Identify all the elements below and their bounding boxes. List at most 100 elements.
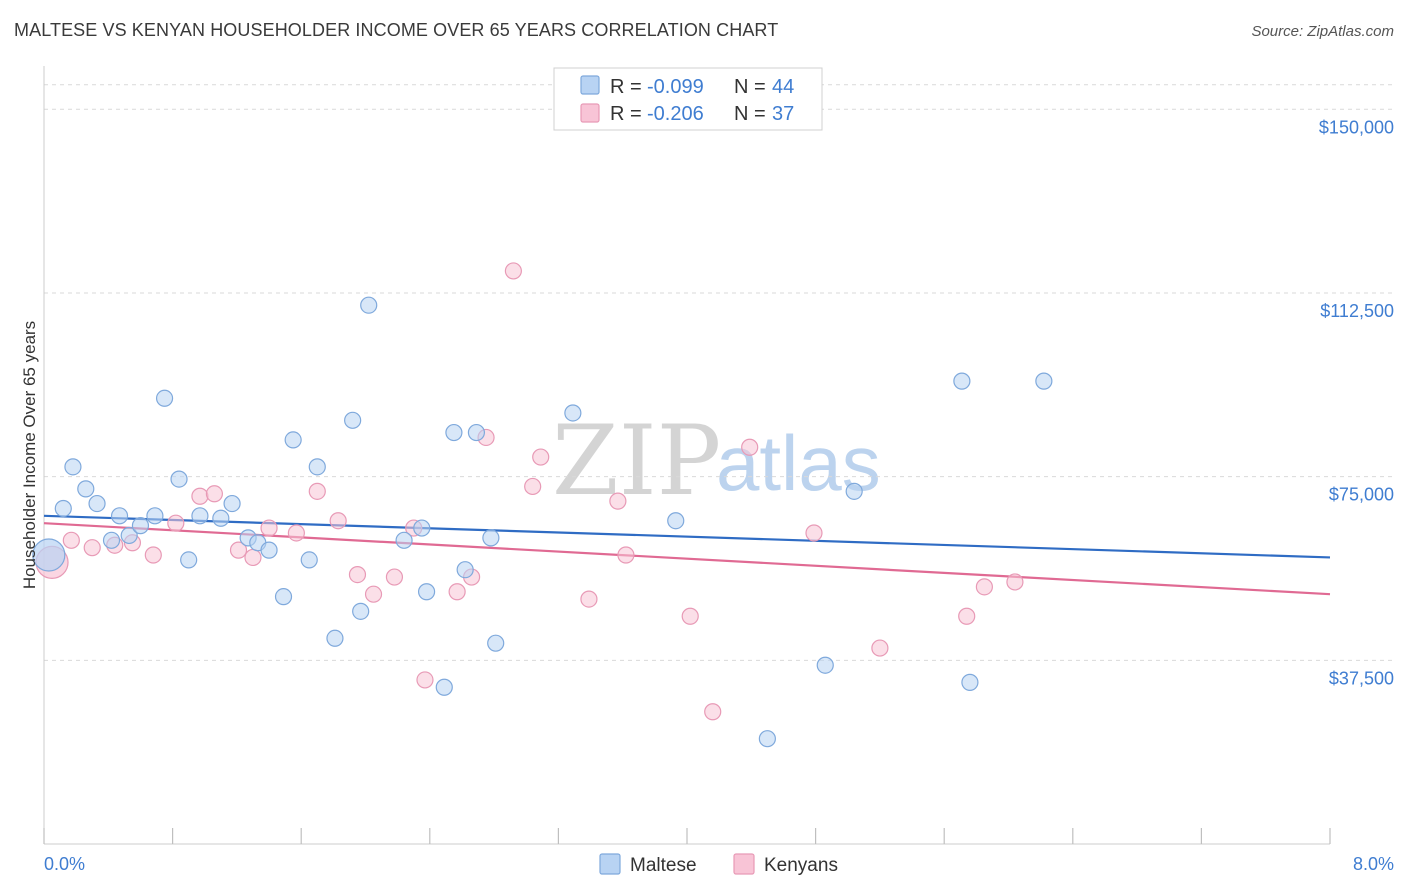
axes bbox=[43, 66, 1331, 845]
source-credit: Source: ZipAtlas.com bbox=[1251, 23, 1394, 40]
legend-n-label-kenyans: N = bbox=[734, 103, 766, 125]
point-kenyans-31 bbox=[741, 438, 759, 456]
point-kenyans-6 bbox=[167, 514, 185, 532]
y-tick-label-1: $75,000 bbox=[1329, 485, 1394, 505]
bottom-legend-label-kenyans: Kenyans bbox=[764, 855, 838, 876]
point-kenyans-35 bbox=[975, 578, 993, 596]
point-maltese-11 bbox=[170, 470, 188, 488]
point-kenyans-15 bbox=[348, 566, 367, 584]
legend-n-value-maltese: 44 bbox=[772, 76, 794, 98]
point-kenyans-27 bbox=[609, 492, 627, 510]
point-maltese-43 bbox=[1035, 372, 1053, 390]
point-maltese-24 bbox=[344, 411, 362, 429]
point-maltese-26 bbox=[360, 296, 378, 314]
legend-n-value-kenyans: 37 bbox=[772, 103, 794, 125]
point-maltese-36 bbox=[564, 404, 582, 422]
point-kenyans-2 bbox=[83, 539, 101, 557]
point-maltese-4 bbox=[88, 494, 106, 513]
point-maltese-33 bbox=[467, 423, 486, 442]
point-maltese-34 bbox=[482, 529, 500, 547]
point-maltese-0 bbox=[32, 538, 66, 572]
point-maltese-28 bbox=[413, 519, 431, 537]
watermark-zip: ZIP bbox=[552, 405, 721, 517]
point-kenyans-36 bbox=[1006, 573, 1024, 591]
point-kenyans-17 bbox=[385, 568, 404, 586]
bottom-legend: Maltese Kenyans bbox=[599, 853, 838, 876]
point-maltese-38 bbox=[758, 730, 776, 748]
point-kenyans-19 bbox=[416, 671, 434, 689]
point-kenyans-28 bbox=[617, 546, 635, 564]
bottom-legend-label-maltese: Maltese bbox=[630, 855, 697, 876]
point-maltese-9 bbox=[146, 507, 164, 525]
point-kenyans-33 bbox=[871, 639, 889, 657]
point-kenyans-26 bbox=[580, 590, 598, 608]
legend-r-label-maltese: R = bbox=[610, 76, 642, 98]
point-maltese-23 bbox=[326, 629, 344, 647]
point-kenyans-10 bbox=[244, 548, 262, 567]
point-maltese-29 bbox=[417, 583, 436, 601]
point-kenyans-34 bbox=[958, 607, 976, 625]
point-kenyans-30 bbox=[704, 703, 722, 721]
legend-r-label-kenyans: R = bbox=[610, 103, 642, 125]
point-kenyans-14 bbox=[329, 512, 347, 530]
point-maltese-31 bbox=[445, 423, 463, 442]
point-maltese-18 bbox=[260, 541, 278, 559]
point-maltese-22 bbox=[308, 458, 326, 476]
watermark: ZIP atlas bbox=[552, 405, 881, 517]
point-maltese-21 bbox=[300, 551, 318, 569]
point-kenyans-11 bbox=[260, 519, 278, 537]
point-kenyans-12 bbox=[287, 524, 305, 542]
trend-line-maltese bbox=[43, 514, 1331, 559]
point-maltese-6 bbox=[102, 531, 121, 549]
legend-box: R = -0.099 N = 44 R = -0.206 N = 37 bbox=[553, 67, 823, 131]
y-tick-label-3: $150,000 bbox=[1319, 117, 1394, 137]
point-kenyans-23 bbox=[504, 262, 522, 280]
point-maltese-25 bbox=[352, 602, 370, 620]
bottom-legend-swatch-maltese bbox=[599, 853, 621, 875]
point-maltese-15 bbox=[223, 494, 241, 513]
point-kenyans-24 bbox=[524, 477, 542, 496]
point-maltese-1 bbox=[54, 499, 72, 518]
point-kenyans-29 bbox=[681, 607, 699, 625]
bottom-legend-swatch-kenyans bbox=[733, 853, 755, 875]
point-maltese-2 bbox=[64, 458, 82, 476]
x-tick-label-max: 8.0% bbox=[1353, 854, 1394, 874]
point-maltese-40 bbox=[845, 482, 863, 500]
point-maltese-8 bbox=[131, 517, 150, 535]
point-maltese-5 bbox=[110, 507, 129, 525]
point-maltese-20 bbox=[284, 431, 302, 449]
trend-line-kenyans bbox=[43, 522, 1331, 596]
point-maltese-37 bbox=[667, 512, 685, 530]
point-maltese-35 bbox=[487, 634, 505, 652]
point-kenyans-16 bbox=[364, 585, 383, 603]
data-points bbox=[32, 262, 1053, 748]
chart-title: MALTESE VS KENYAN HOUSEHOLDER INCOME OVE… bbox=[14, 20, 779, 40]
legend-n-label-maltese: N = bbox=[734, 76, 766, 98]
point-maltese-39 bbox=[816, 656, 834, 674]
x-tick-label-min: 0.0% bbox=[44, 854, 85, 874]
point-maltese-42 bbox=[961, 673, 979, 691]
point-kenyans-25 bbox=[532, 448, 550, 466]
y-axis-label: Householder Income Over 65 years bbox=[20, 321, 39, 589]
legend-r-value-maltese: -0.099 bbox=[647, 76, 704, 98]
legend-r-value-kenyans: -0.206 bbox=[647, 103, 704, 125]
point-kenyans-32 bbox=[805, 524, 823, 542]
point-maltese-7 bbox=[120, 526, 138, 545]
y-tick-label-0: $37,500 bbox=[1329, 668, 1394, 688]
point-kenyans-8 bbox=[205, 485, 223, 503]
y-tick-labels: $37,500 $75,000 $112,500 $150,000 bbox=[1319, 117, 1394, 688]
point-maltese-3 bbox=[77, 480, 95, 498]
point-maltese-12 bbox=[180, 551, 198, 569]
point-kenyans-1 bbox=[62, 531, 80, 549]
legend-swatch-kenyans bbox=[580, 103, 600, 123]
point-kenyans-7 bbox=[191, 487, 209, 505]
y-tick-label-2: $112,500 bbox=[1320, 301, 1394, 321]
point-maltese-41 bbox=[953, 372, 971, 390]
point-maltese-27 bbox=[395, 531, 413, 549]
point-maltese-30 bbox=[435, 678, 453, 696]
point-maltese-19 bbox=[274, 588, 293, 606]
point-kenyans-13 bbox=[308, 482, 326, 500]
point-maltese-10 bbox=[155, 389, 174, 407]
point-kenyans-9 bbox=[229, 541, 248, 559]
